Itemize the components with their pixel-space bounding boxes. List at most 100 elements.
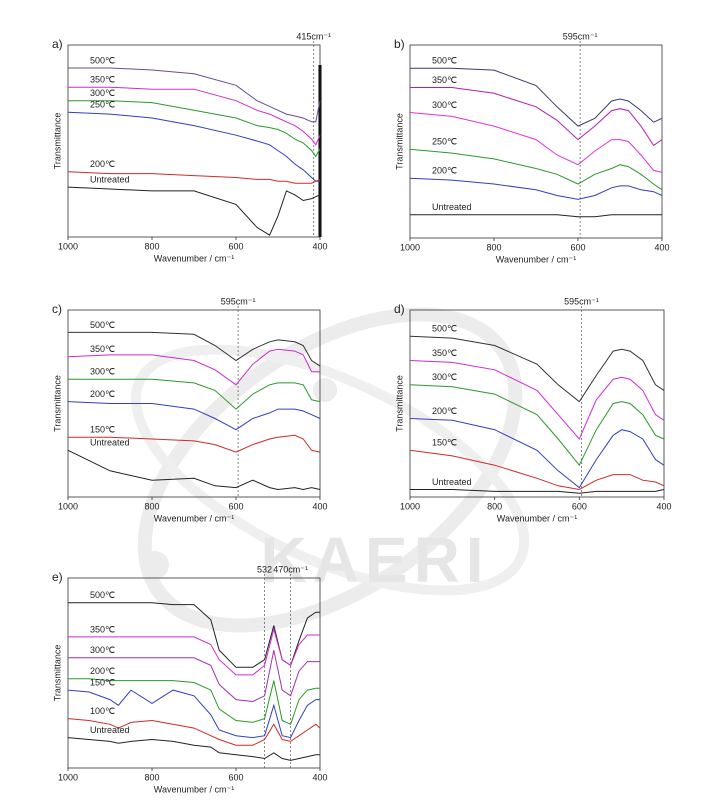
spectrum-line xyxy=(409,384,665,467)
series-label: Untreated xyxy=(432,477,472,487)
spectrum-line xyxy=(68,100,321,158)
spectrum-line xyxy=(409,112,663,173)
spectrum-line xyxy=(68,434,321,453)
x-tick-label: 1000 xyxy=(58,241,78,251)
plot-frame xyxy=(67,309,321,498)
series-label: 150℃ xyxy=(90,677,115,687)
panel-label: d) xyxy=(394,302,405,316)
series-label: 300℃ xyxy=(432,100,457,110)
series-label: 150℃ xyxy=(432,438,457,448)
spectrum-line xyxy=(409,360,665,440)
x-tick-label: 600 xyxy=(228,772,243,782)
series-label: 100℃ xyxy=(90,706,115,716)
watermark-logo: KAERI xyxy=(130,307,530,633)
x-axis-label: Wavenumber / cm⁻¹ xyxy=(154,513,234,523)
series-label: 350℃ xyxy=(90,624,115,634)
x-tick-label: 1000 xyxy=(400,242,420,252)
spectrum-line xyxy=(67,689,320,739)
series-label: Untreated xyxy=(90,174,130,184)
x-tick-label: 600 xyxy=(228,241,243,251)
y-axis-label: Transmittance xyxy=(52,375,62,432)
x-tick-label: 800 xyxy=(144,772,159,782)
x-tick-label: 1000 xyxy=(58,772,78,782)
series-label: Untreated xyxy=(432,202,472,212)
annotation-label: 415cm⁻¹ xyxy=(296,31,331,41)
series-label: 250℃ xyxy=(432,137,457,147)
plot-frame xyxy=(67,44,321,238)
series-label: 200℃ xyxy=(432,406,457,416)
y-axis-label: Transmittance xyxy=(52,113,62,170)
x-tick-label: 400 xyxy=(312,772,327,782)
x-tick-label: 800 xyxy=(486,242,501,252)
x-axis-label: Wavenumber / cm⁻¹ xyxy=(496,254,576,264)
spectrum-line xyxy=(410,67,663,127)
orbit xyxy=(137,307,523,633)
spectrum-line xyxy=(68,378,321,410)
series-label: 250℃ xyxy=(90,100,115,110)
annotation-label: 595cm⁻¹ xyxy=(563,31,598,41)
x-tick-label: 400 xyxy=(312,241,327,251)
spectrum-line xyxy=(409,177,663,200)
spectrum-line xyxy=(409,148,663,191)
panel: e) 1000 800 600 400 Wavenumber / cm⁻¹ Transmit… xyxy=(52,564,328,794)
series-label: 300℃ xyxy=(90,367,115,377)
series-label: 150℃ xyxy=(90,425,115,435)
spectrum-line xyxy=(68,627,320,676)
annotation-label: 595cm⁻¹ xyxy=(221,296,256,306)
panel-label: b) xyxy=(394,37,405,51)
series-label: 300℃ xyxy=(90,88,115,98)
spectrum-line xyxy=(68,650,320,703)
annotation-label: 532 xyxy=(257,564,272,574)
series-label: 300℃ xyxy=(432,372,457,382)
x-tick-label: 1000 xyxy=(58,501,78,511)
panel-label: e) xyxy=(52,570,63,584)
x-tick-label: 400 xyxy=(312,501,327,511)
x-tick-label: 600 xyxy=(570,242,585,252)
panel: c) 1000 800 600 400 Wavenumber / cm⁻¹ Transmit… xyxy=(52,296,328,523)
series-label: 350℃ xyxy=(432,348,457,358)
series-label: 200℃ xyxy=(90,666,115,676)
spectrum-line xyxy=(68,678,320,725)
spectrum-line xyxy=(67,186,321,236)
x-axis-label: Wavenumber / cm⁻¹ xyxy=(154,784,234,794)
spectrum-line xyxy=(68,86,321,146)
series-label: 350℃ xyxy=(90,344,115,354)
watermark: KAERI xyxy=(260,524,489,596)
series-label: 500℃ xyxy=(432,324,457,334)
series-label: Untreated xyxy=(90,725,130,735)
series-label: 500℃ xyxy=(90,590,115,600)
panel: d) 1000 800 600 400 Wavenumber / cm⁻¹ Transmit… xyxy=(394,296,672,523)
y-axis-label: Transmittance xyxy=(394,375,404,432)
plot-frame xyxy=(67,577,321,769)
spectrum-line xyxy=(67,171,321,184)
spectrum-line xyxy=(67,401,321,431)
x-tick-label: 600 xyxy=(228,501,243,511)
spectrum-line xyxy=(409,449,665,491)
y-axis-label: Transmittance xyxy=(52,645,62,702)
spectrum-line xyxy=(67,737,320,761)
series-label: 200℃ xyxy=(432,166,457,176)
series-label: Untreated xyxy=(90,438,130,448)
x-tick-label: 1000 xyxy=(400,501,420,511)
spectrum-line xyxy=(68,602,320,668)
x-axis-label: Wavenumber / cm⁻¹ xyxy=(154,253,234,263)
series-label: 500℃ xyxy=(90,55,115,65)
panel-label: a) xyxy=(52,37,63,51)
plot-frame xyxy=(409,309,665,498)
spectrum-line xyxy=(409,418,665,489)
series-label: 350℃ xyxy=(90,75,115,85)
spectrum-line xyxy=(67,348,320,386)
spectrum-line xyxy=(67,449,321,491)
series-label: 350℃ xyxy=(432,75,457,85)
plot-frame xyxy=(409,44,663,239)
x-tick-label: 400 xyxy=(654,242,669,252)
spectrum-line xyxy=(68,67,321,123)
x-axis-label: Wavenumber / cm⁻¹ xyxy=(497,513,577,523)
spectrum-line xyxy=(67,111,320,182)
y-axis-label: Transmittance xyxy=(394,113,404,170)
orbit xyxy=(130,344,530,596)
panel-label: c) xyxy=(52,302,62,316)
panel: b) 1000 800 600 400 Wavenumber / cm⁻¹ Transmit… xyxy=(394,31,670,264)
series-label: 300℃ xyxy=(90,645,115,655)
